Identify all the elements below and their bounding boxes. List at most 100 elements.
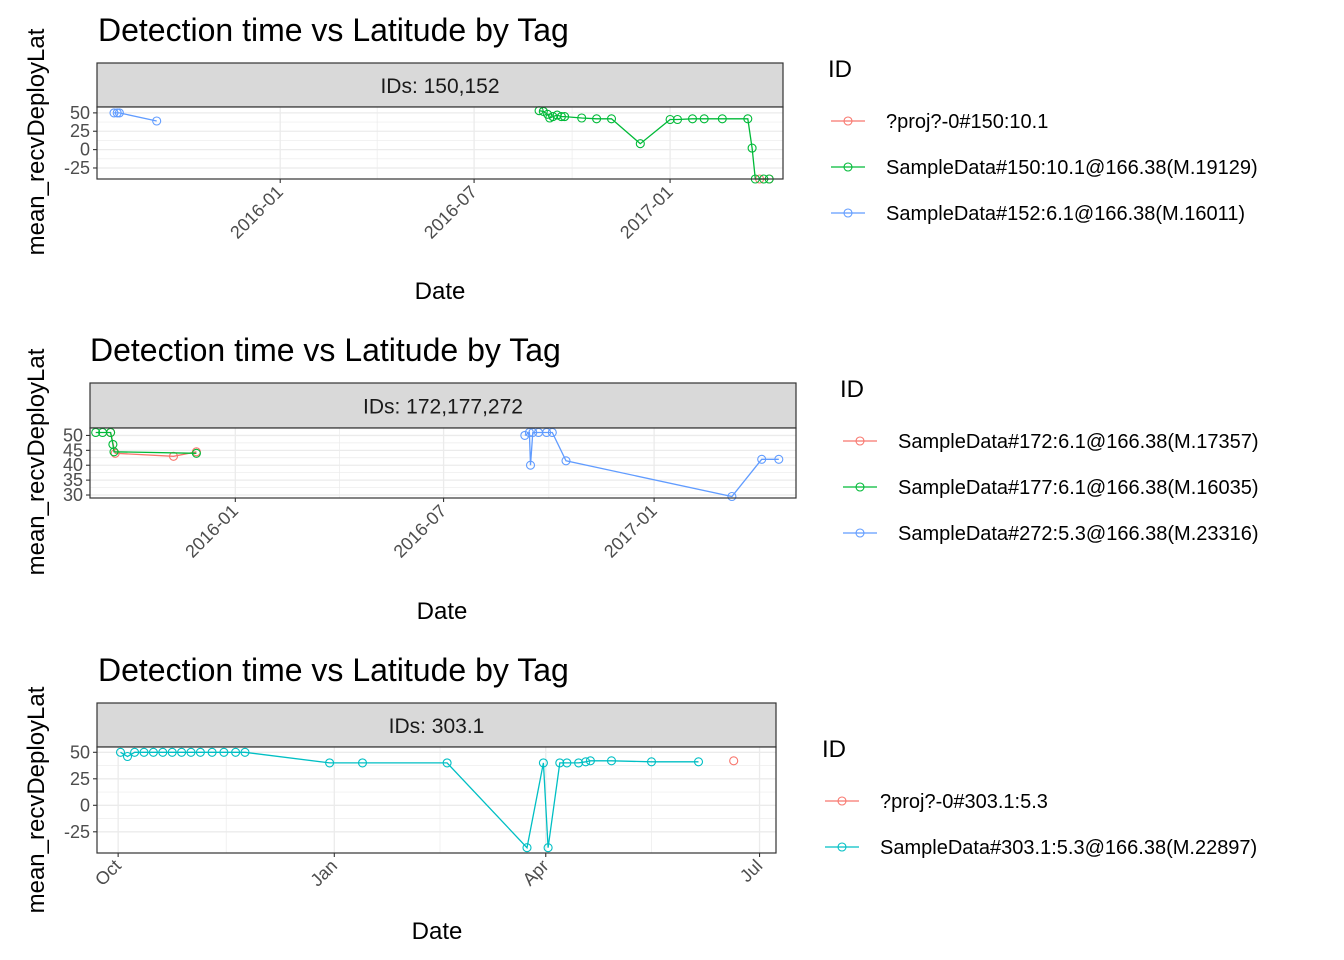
facet-strip-label: IDs: 150,152 bbox=[380, 75, 499, 98]
series-3 bbox=[109, 108, 162, 126]
data-point bbox=[114, 108, 124, 118]
plot-area bbox=[97, 107, 783, 179]
x-tick-label: Apr bbox=[519, 856, 553, 890]
x-tick-label: Jul bbox=[736, 856, 766, 886]
data-point bbox=[195, 747, 205, 757]
data-point bbox=[177, 747, 187, 757]
legend-label: ?proj?-0#150:10.1 bbox=[886, 111, 1048, 133]
x-tick-label: 2016-07 bbox=[390, 501, 451, 562]
y-tick-label: 0 bbox=[80, 795, 90, 815]
y-axis-title: mean_recvDeployLat bbox=[23, 28, 50, 255]
series-3 bbox=[520, 427, 784, 502]
data-point bbox=[774, 454, 784, 464]
y-axis-title: mean_recvDeployLat bbox=[23, 348, 50, 575]
legend-key-point bbox=[843, 116, 853, 126]
data-point bbox=[646, 757, 657, 767]
x-tick-label: 2017-01 bbox=[616, 182, 677, 243]
data-point bbox=[538, 758, 548, 768]
data-point bbox=[561, 456, 571, 466]
data-point bbox=[109, 447, 119, 457]
data-point bbox=[577, 113, 587, 123]
data-point bbox=[729, 756, 739, 766]
panel-border bbox=[96, 746, 777, 854]
x-axis-title: Date bbox=[415, 278, 466, 305]
data-point bbox=[109, 108, 119, 118]
chart-title: Detection time vs Latitude by Tag bbox=[98, 12, 569, 48]
legend-label: SampleData#152:6.1@166.38(M.16011) bbox=[886, 203, 1245, 225]
data-point bbox=[148, 747, 158, 757]
series-line bbox=[95, 431, 197, 454]
y-axis-title: mean_recvDeployLat bbox=[23, 686, 50, 913]
data-point bbox=[556, 112, 566, 122]
facet-strip-label: IDs: 303.1 bbox=[389, 715, 485, 738]
data-point bbox=[167, 747, 177, 757]
gridlines bbox=[90, 428, 796, 498]
y-tick-label: 0 bbox=[80, 140, 90, 160]
data-point bbox=[555, 758, 565, 768]
x-tick-label: Jan bbox=[306, 856, 341, 891]
series-1 bbox=[729, 756, 739, 766]
legend-label: SampleData#172:6.1@166.38(M.17357) bbox=[898, 431, 1259, 453]
data-point bbox=[585, 756, 595, 766]
data-point bbox=[757, 454, 767, 464]
legend-key-point bbox=[843, 162, 853, 172]
x-tick-label: 2016-01 bbox=[181, 501, 242, 562]
facet-strip bbox=[96, 702, 777, 748]
x-tick-label: 2017-01 bbox=[600, 501, 661, 562]
data-point bbox=[357, 758, 368, 768]
data-point bbox=[240, 747, 250, 757]
facet-strip-label: IDs: 172,177,272 bbox=[363, 396, 523, 419]
series-2 bbox=[115, 747, 704, 853]
data-point bbox=[743, 114, 753, 124]
legend-title: ID bbox=[822, 736, 846, 763]
y-tick-label: 35 bbox=[63, 470, 83, 490]
legend-key-point bbox=[843, 208, 853, 218]
plot-area bbox=[97, 747, 776, 853]
x-tick-label: Oct bbox=[91, 856, 125, 890]
panel-border bbox=[96, 106, 784, 180]
x-tick-label: 2016-07 bbox=[420, 182, 481, 243]
data-point bbox=[665, 114, 675, 125]
chart-panel-2: Detection time vs Latitude by Tag IDs: 17… bbox=[23, 332, 1259, 625]
data-point bbox=[727, 491, 737, 502]
data-point bbox=[635, 139, 645, 149]
legend-key-point bbox=[855, 436, 865, 446]
data-point bbox=[574, 758, 584, 768]
data-point bbox=[325, 758, 335, 768]
gridlines bbox=[97, 107, 783, 179]
data-point bbox=[581, 757, 591, 767]
legend-key-point bbox=[855, 482, 865, 492]
panel-border bbox=[89, 427, 797, 499]
legend: ID ?proj?-0#303.1:5.3 SampleData#303.1:5.3… bbox=[822, 736, 1257, 859]
legend: ID SampleData#172:6.1@166.38(M.17357) Samp… bbox=[840, 376, 1259, 545]
data-point bbox=[122, 751, 133, 762]
data-point bbox=[219, 747, 229, 757]
legend-key-point bbox=[837, 842, 847, 852]
data-point bbox=[186, 747, 196, 757]
data-point bbox=[562, 758, 572, 768]
data-point bbox=[152, 116, 162, 126]
data-point bbox=[560, 112, 570, 122]
x-axis-title: Date bbox=[412, 918, 463, 945]
data-point bbox=[139, 747, 149, 757]
legend-label: SampleData#150:10.1@166.38(M.19129) bbox=[886, 157, 1258, 179]
chart-title: Detection time vs Latitude by Tag bbox=[98, 652, 569, 688]
facet-strip bbox=[96, 62, 784, 108]
data-point bbox=[687, 114, 698, 124]
x-tick-label: 2016-01 bbox=[226, 182, 287, 243]
y-tick-label: 25 bbox=[70, 121, 90, 141]
y-tick-label: 25 bbox=[70, 769, 90, 789]
legend-label: SampleData#272:5.3@166.38(M.23316) bbox=[898, 523, 1259, 545]
y-tick-label: 40 bbox=[63, 455, 83, 475]
data-point bbox=[693, 757, 704, 767]
series-line bbox=[538, 110, 770, 180]
data-point bbox=[110, 448, 120, 458]
data-point bbox=[158, 747, 168, 757]
data-point bbox=[112, 108, 122, 118]
series-2 bbox=[534, 106, 774, 184]
data-point bbox=[543, 843, 553, 853]
legend-key-point bbox=[837, 796, 847, 806]
data-point bbox=[717, 114, 727, 124]
data-point bbox=[231, 747, 241, 757]
